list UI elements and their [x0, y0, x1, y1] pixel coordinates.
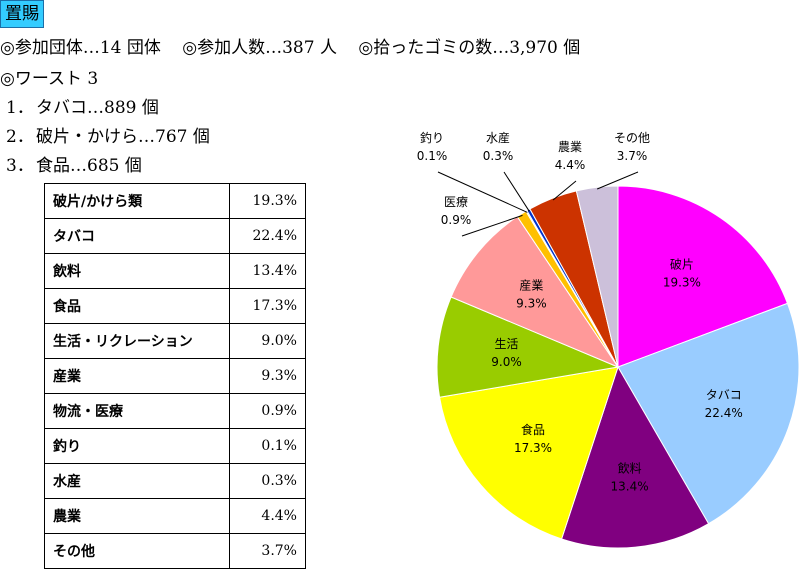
- worst-rank: 1．: [6, 98, 34, 118]
- slice-value-label: 9.3%: [516, 297, 547, 311]
- slice-value-label: 9.0%: [491, 355, 522, 369]
- table-value: 13.4%: [229, 253, 306, 289]
- slice-value-label: 19.3%: [663, 276, 701, 290]
- leader-line: [552, 180, 577, 201]
- leader-line: [461, 214, 523, 237]
- summary-participants: ◎参加人数…387 人: [182, 38, 337, 58]
- table-value: 0.9%: [229, 393, 306, 429]
- slice-value-label: 3.7%: [617, 149, 648, 163]
- slice-value-label: 13.4%: [611, 480, 649, 494]
- slice-label: 水産: [486, 130, 510, 145]
- slice-label: 飲料: [618, 461, 642, 476]
- slice-label: 産業: [519, 278, 543, 293]
- summary-groups: ◎参加団体…14 団体: [0, 38, 161, 58]
- slice-value-label: 4.4%: [555, 158, 586, 172]
- summary-garbage: ◎拾ったゴミの数…3,970 個: [358, 38, 581, 58]
- table-value: 0.3%: [229, 463, 306, 499]
- pie-slice: [575, 185, 619, 368]
- worst-text: 食品…685 個: [36, 156, 142, 176]
- worst-rank: 3．: [6, 156, 34, 176]
- worst-text: 破片・かけら…767 個: [36, 127, 210, 147]
- worst-rank: 2．: [6, 127, 34, 147]
- table-row: 釣り 0.1%: [44, 428, 306, 464]
- leader-line: [437, 171, 528, 213]
- table-row: 生活・リクレーション 9.0%: [44, 323, 306, 359]
- pie-slice: [438, 366, 619, 540]
- slice-label: タバコ: [706, 388, 742, 402]
- pie-slice: [617, 302, 800, 525]
- slice-value-label: 17.3%: [514, 441, 552, 455]
- ratio-table: 破片/かけら類 19.3% タバコ 22.4% 飲料 13.4% 食品 17.3% 生活…: [44, 183, 306, 569]
- slice-label: 食品: [521, 422, 545, 437]
- pie-slice: [617, 185, 789, 368]
- slice-label: 破片: [670, 257, 694, 272]
- table-row: 破片/かけら類 19.3%: [44, 183, 306, 219]
- slice-value-label: 0.1%: [417, 149, 448, 163]
- leader-line: [503, 171, 530, 212]
- worst-item: 2． 破片・かけら…767 個: [6, 122, 210, 147]
- leader-line: [597, 171, 639, 190]
- pie-slice: [560, 365, 710, 549]
- table-value: 4.4%: [229, 498, 306, 534]
- table-value: 19.3%: [229, 183, 306, 219]
- table-value: 22.4%: [229, 218, 306, 254]
- table-value: 17.3%: [229, 288, 306, 324]
- slice-value-label: 0.9%: [441, 213, 472, 227]
- worst-item: 3． 食品…685 個: [6, 151, 142, 176]
- table-row: タバコ 22.4%: [44, 218, 306, 254]
- worst-text: タバコ…889 個: [36, 98, 159, 118]
- slice-label: 生活: [494, 337, 518, 351]
- table-value: 9.0%: [229, 323, 306, 359]
- table-category: 破片/かけら類: [44, 183, 230, 219]
- table-category: 生活・リクレーション: [44, 323, 230, 359]
- pie-slice: [436, 296, 620, 398]
- table-value: 3.7%: [229, 533, 306, 569]
- table-row: 物流・医療 0.9%: [44, 393, 306, 429]
- slice-label: 医療: [444, 195, 468, 209]
- slice-label: 釣り: [420, 130, 444, 145]
- summary-line: ◎参加団体…14 団体 ◎参加人数…387 人 ◎拾ったゴミの数…3,970 個: [0, 33, 596, 58]
- slice-value-label: 0.3%: [483, 149, 514, 163]
- table-category: タバコ: [44, 218, 230, 254]
- slice-label: 農業: [558, 140, 582, 154]
- worst-item: 1． タバコ…889 個: [6, 93, 159, 118]
- slice-label: その他: [614, 131, 650, 145]
- slice-value-label: 22.4%: [705, 406, 743, 420]
- region-tag: 置賜: [0, 0, 44, 28]
- worst-title: ◎ワースト 3: [0, 69, 99, 89]
- table-category: 釣り: [44, 428, 230, 464]
- table-value: 9.3%: [229, 358, 306, 394]
